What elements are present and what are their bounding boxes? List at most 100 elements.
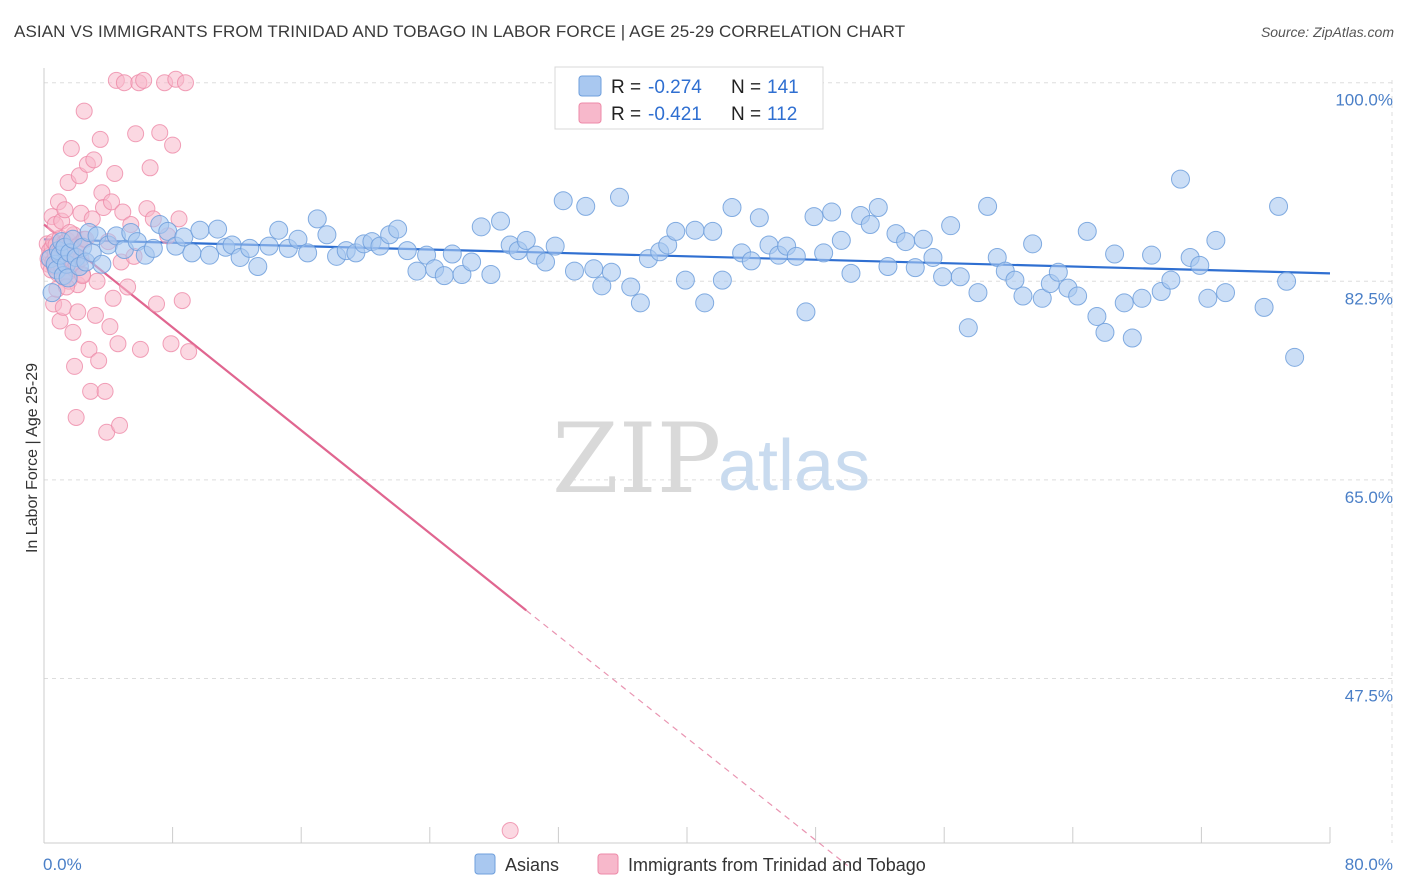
asian-point-103 bbox=[831, 230, 851, 250]
asian-point-146 bbox=[1254, 297, 1274, 317]
tt-point-55 bbox=[64, 323, 82, 341]
asian-point-44 bbox=[288, 229, 308, 249]
asian-point-72 bbox=[545, 236, 565, 256]
asian-point-20 bbox=[92, 254, 112, 274]
tt-point-54 bbox=[62, 140, 80, 158]
y-tick-label-0: 100.0% bbox=[1335, 91, 1393, 110]
tt-point-57 bbox=[67, 408, 85, 426]
asian-point-78 bbox=[601, 262, 621, 282]
tt-point-106 bbox=[173, 292, 191, 310]
tt-point-109 bbox=[501, 822, 519, 840]
tt-point-81 bbox=[106, 164, 124, 182]
tt-point-75 bbox=[96, 382, 114, 400]
points-asians bbox=[40, 169, 1305, 367]
asian-point-147 bbox=[1269, 196, 1289, 216]
asian-point-74 bbox=[564, 261, 584, 281]
asian-point-130 bbox=[1077, 221, 1097, 241]
tt-point-78 bbox=[101, 318, 119, 336]
points-trinidad-tobago bbox=[38, 70, 519, 840]
y-tick-labels: 100.0% 82.5% 65.0% 47.5% bbox=[1335, 91, 1393, 706]
source-label: Source: ZipAtlas.com bbox=[1260, 24, 1394, 40]
trend-line-trinidad-tobago-extension bbox=[525, 609, 849, 867]
asian-point-60 bbox=[434, 266, 454, 286]
asian-point-111 bbox=[905, 258, 925, 278]
asian-point-87 bbox=[685, 220, 705, 240]
asian-point-113 bbox=[923, 247, 943, 267]
chart-title: ASIAN VS IMMIGRANTS FROM TRINIDAD AND TO… bbox=[14, 22, 906, 41]
asian-point-35 bbox=[208, 219, 228, 239]
legend-r-label-asians: R = bbox=[611, 77, 641, 98]
asian-point-33 bbox=[190, 220, 210, 240]
asian-point-76 bbox=[584, 259, 604, 279]
y-axis-label: In Labor Force | Age 25-29 bbox=[24, 363, 41, 553]
asian-point-73 bbox=[553, 191, 573, 211]
asian-point-93 bbox=[741, 251, 761, 271]
asian-point-86 bbox=[675, 270, 695, 290]
asian-point-27 bbox=[143, 238, 163, 258]
tt-point-99 bbox=[151, 124, 169, 142]
watermark-atlas: atlas bbox=[718, 426, 870, 506]
asian-point-140 bbox=[1171, 169, 1191, 189]
bottom-legend-asians: Asians bbox=[505, 855, 559, 875]
asian-point-91 bbox=[722, 198, 742, 218]
asian-point-104 bbox=[841, 263, 861, 283]
asian-point-41 bbox=[259, 236, 279, 256]
tt-point-103 bbox=[164, 136, 182, 154]
tt-point-93 bbox=[131, 340, 149, 358]
asian-point-46 bbox=[307, 209, 327, 229]
legend-n-value-asians: 141 bbox=[767, 77, 799, 98]
asian-point-144 bbox=[1206, 230, 1226, 250]
asian-point-106 bbox=[860, 215, 880, 235]
asian-point-40 bbox=[248, 257, 268, 277]
x-tick-label-0: 0.0% bbox=[43, 855, 82, 874]
asian-point-32 bbox=[182, 243, 202, 263]
legend-n-label-tt: N = bbox=[731, 104, 761, 125]
asian-point-94 bbox=[749, 208, 769, 228]
asian-point-64 bbox=[471, 217, 491, 237]
tt-point-94 bbox=[135, 71, 153, 89]
asian-point-137 bbox=[1142, 245, 1162, 265]
tt-point-108 bbox=[180, 343, 198, 361]
asian-point-116 bbox=[950, 267, 970, 287]
asian-point-89 bbox=[703, 221, 723, 241]
y-tick-label-1: 82.5% bbox=[1345, 289, 1393, 308]
asian-point-85 bbox=[666, 221, 686, 241]
bottom-legend-trinidad-tobago: Immigrants from Trinidad and Tobago bbox=[628, 855, 926, 875]
legend-r-value-tt: -0.421 bbox=[648, 104, 702, 125]
watermark-zip: ZIP bbox=[552, 403, 721, 515]
asian-point-77 bbox=[592, 276, 612, 296]
asian-point-114 bbox=[933, 267, 953, 287]
asian-point-108 bbox=[878, 257, 898, 277]
asian-point-66 bbox=[491, 211, 511, 231]
asian-point-148 bbox=[1277, 271, 1297, 291]
legend-r-label-tt: R = bbox=[611, 104, 641, 125]
tt-point-98 bbox=[148, 295, 166, 313]
tt-point-96 bbox=[141, 159, 159, 177]
legend: R = -0.274 N = 141 R = -0.421 N = 112 bbox=[554, 66, 824, 130]
asian-point-124 bbox=[1023, 234, 1043, 254]
asian-point-101 bbox=[814, 243, 834, 263]
legend-r-value-asians: -0.274 bbox=[648, 77, 702, 98]
tt-point-69 bbox=[86, 306, 104, 324]
y-tick-label-2: 65.0% bbox=[1345, 488, 1393, 507]
tt-point-105 bbox=[170, 210, 188, 228]
tt-point-80 bbox=[104, 289, 122, 307]
asian-point-81 bbox=[630, 293, 650, 313]
asian-point-90 bbox=[712, 270, 732, 290]
asian-point-118 bbox=[968, 283, 988, 303]
asian-point-55 bbox=[388, 219, 408, 239]
asian-point-79 bbox=[609, 187, 629, 207]
asian-point-123 bbox=[1013, 286, 1033, 306]
asian-point-10 bbox=[58, 268, 78, 288]
asian-point-100 bbox=[804, 207, 824, 227]
asian-point-132 bbox=[1095, 322, 1115, 342]
tt-point-65 bbox=[80, 340, 98, 358]
tt-point-72 bbox=[91, 130, 109, 148]
asian-point-102 bbox=[822, 202, 842, 222]
trend-line-trinidad-tobago bbox=[43, 223, 527, 612]
asian-point-115 bbox=[941, 216, 961, 236]
tt-point-56 bbox=[66, 357, 84, 375]
bottom-legend-swatch-asians bbox=[474, 853, 496, 875]
legend-swatch-trinidad-tobago bbox=[578, 102, 602, 124]
tt-point-91 bbox=[127, 125, 145, 143]
